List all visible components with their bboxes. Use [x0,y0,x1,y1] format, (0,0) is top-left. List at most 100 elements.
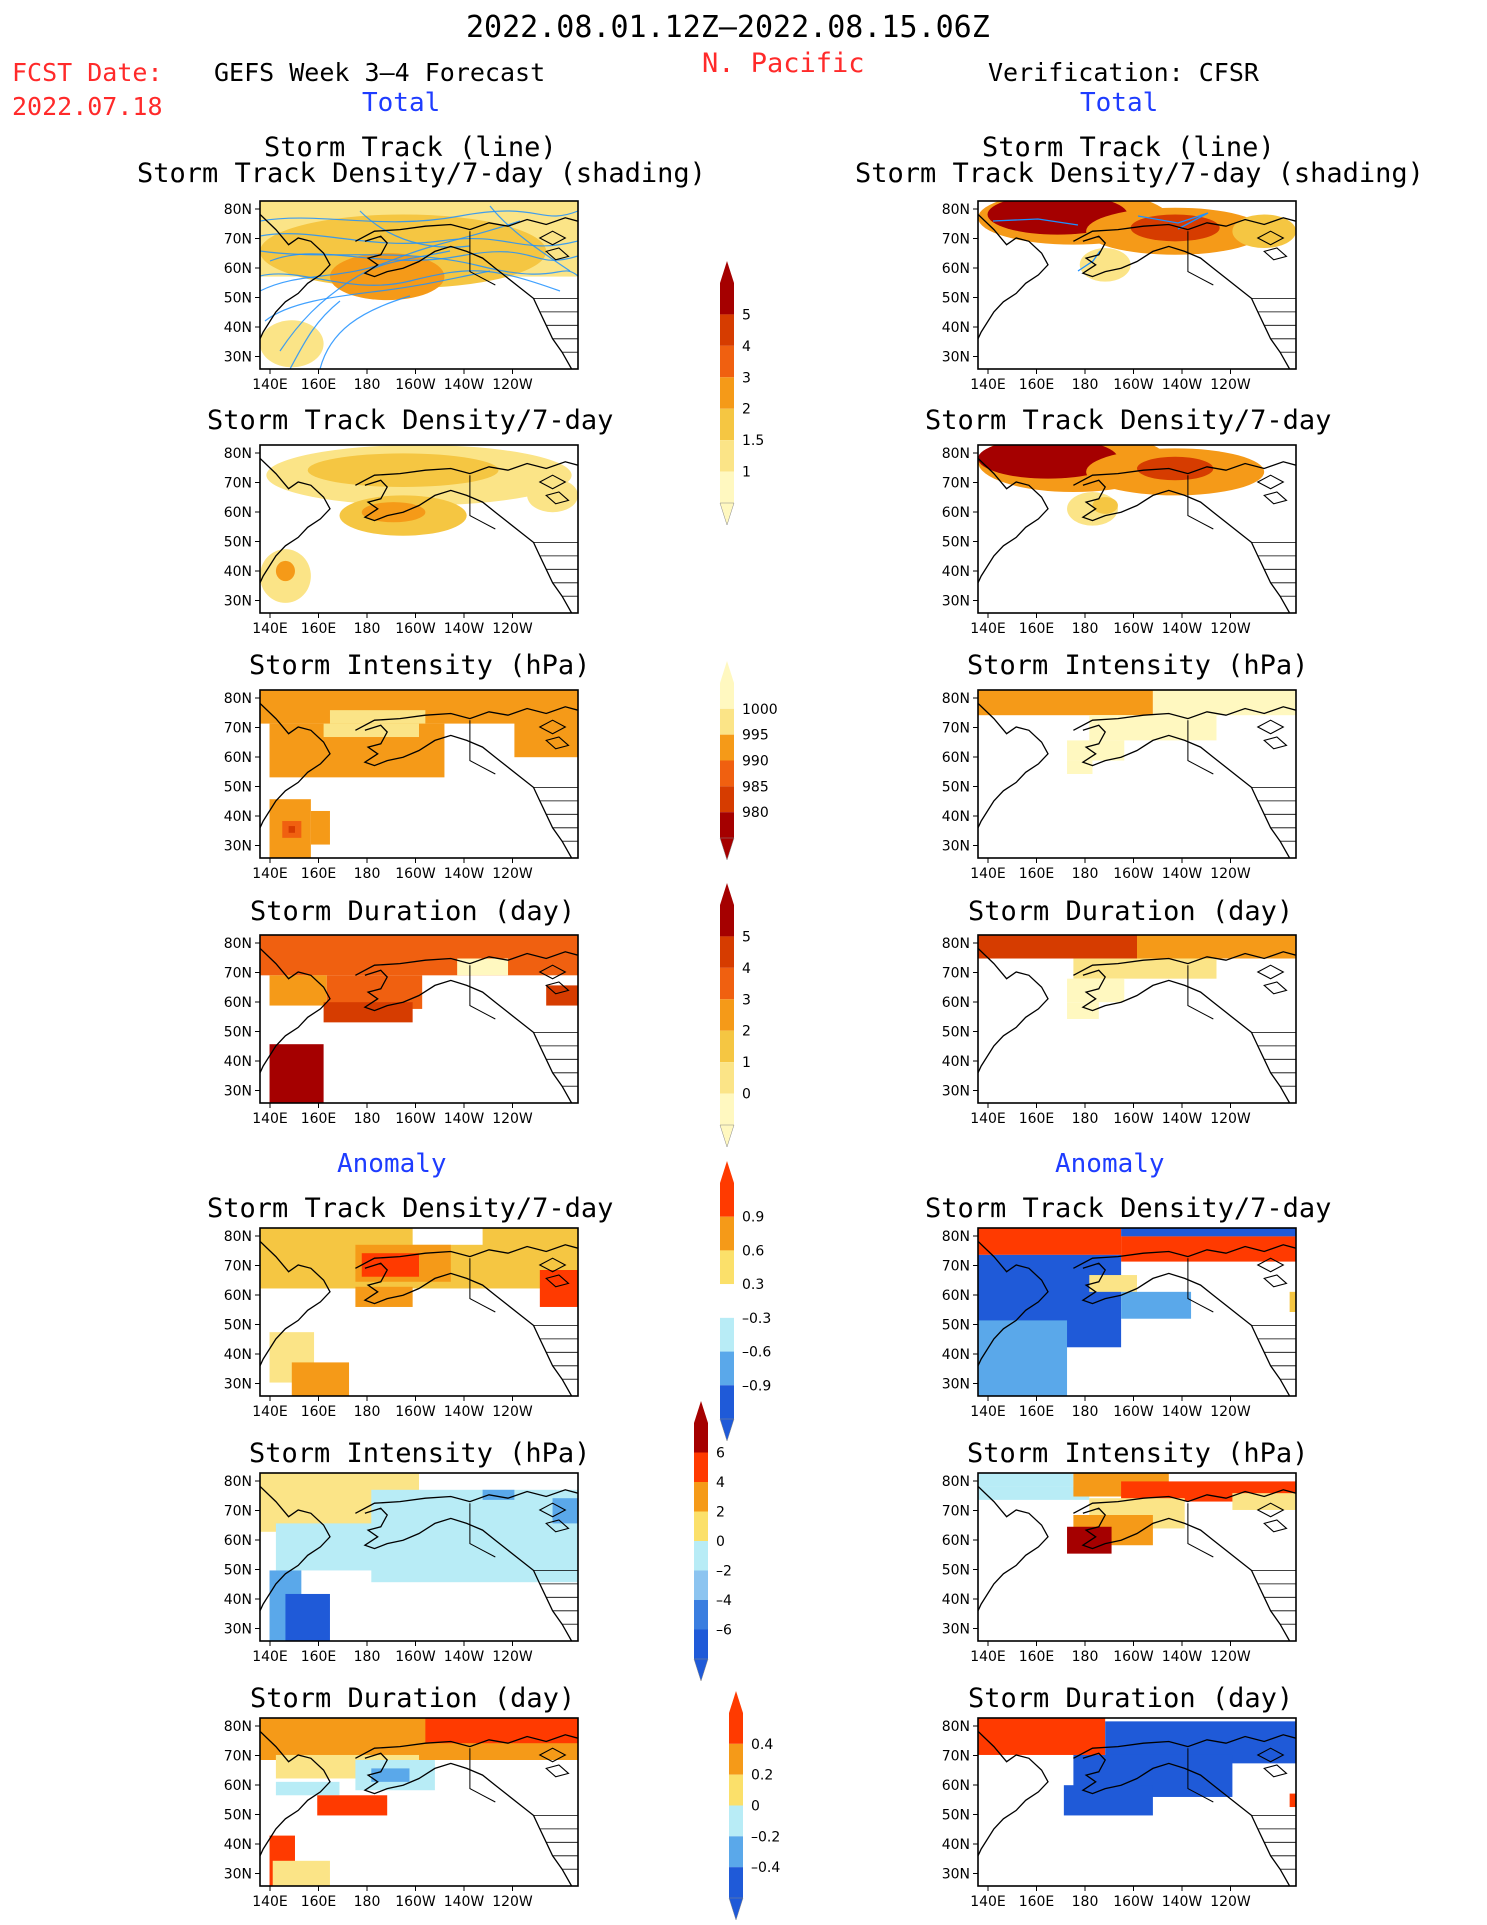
lat-label: 60N [224,505,252,521]
island [1263,1764,1288,1778]
colorbar-segment [720,1030,734,1063]
coastline-alaska [1081,1262,1291,1396]
lon-label: 140W [1162,1111,1203,1127]
lat-label: 40N [942,1347,970,1363]
colorbar-arrow-top [720,883,734,905]
colorbar-segment [694,1511,708,1541]
lat-label: 80N [942,1719,970,1735]
lat-label: 60N [942,750,970,766]
colorbar-label: 5 [742,307,751,323]
colorbar-segment [694,1629,708,1659]
colorbar-label: 995 [742,728,769,744]
lon-label: 180 [1072,377,1099,393]
colorbar-density-anom: 0.9 0.6 0.3 –0.3 –0.6 –0.9 [719,1161,771,1442]
island [1263,981,1288,995]
lat-label: 50N [224,780,252,796]
border-line [469,475,496,530]
lat-label: 70N [942,1749,970,1765]
shade-block [371,1768,410,1782]
shade-block [1063,1785,1153,1816]
colorbar-arrow-bottom [719,502,735,526]
colorbar-arrow-bottom [719,1418,735,1442]
storm-track-line [992,218,1079,226]
colorbar-label: 4 [742,961,751,977]
left-track-shading-title: Storm Track Density/7-day (shading) [137,158,706,189]
lat-label: 50N [224,1318,252,1334]
lat-label: 70N [942,232,970,248]
colorbar-segment [720,345,734,378]
shade-block [1067,978,1125,1003]
lon-label: 140E [970,1649,1006,1665]
colorbar-label: 3 [742,370,751,386]
storm-track-line [289,300,341,369]
colorbar-segment [720,408,734,441]
lat-label: 70N [224,1504,252,1520]
colorbar-arrow-top [729,1691,743,1713]
colorbar-label: 985 [742,779,769,795]
lon-label: 160W [1113,1649,1154,1665]
colorbar-arrow-bottom [719,1124,735,1148]
lon-label: 180 [354,377,381,393]
map-frame [977,1227,1297,1397]
lat-label: 30N [224,1084,252,1100]
island [1256,230,1285,246]
border-line [469,231,496,286]
left-density-title: Storm Track Density/7-day [207,405,614,436]
lon-label: 160W [395,866,436,882]
colorbar-segment [694,1570,708,1600]
lat-label: 60N [942,505,970,521]
lon-label: 180 [1072,1404,1099,1420]
coastline-arctic [355,461,578,486]
shade-block [978,690,1153,716]
coastline-arctic [1073,706,1296,731]
region-label: N. Pacific [702,48,865,79]
colorbar-label: –0.6 [742,1345,771,1361]
lon-label: 140E [252,1404,288,1420]
coastline-alaska [363,1752,573,1886]
colorbar-label: –2 [716,1564,732,1580]
shade-block [457,958,509,976]
shade-block [1067,1002,1099,1019]
lon-label: 120W [492,1649,533,1665]
lon-label: 160E [301,1111,337,1127]
shade-block [260,690,324,702]
lon-label: 180 [1072,1111,1099,1127]
lon-label: 180 [354,1894,381,1910]
lon-label: 160E [1019,866,1055,882]
lon-label: 180 [354,1649,381,1665]
lon-label: 160E [301,1649,337,1665]
lat-label: 80N [224,446,252,462]
lat-label: 80N [224,1229,252,1245]
island [538,230,567,246]
lon-label: 140E [970,1404,1006,1420]
right-anom-duration-title: Storm Duration (day) [968,1683,1294,1714]
colorbar-label: 6 [716,1446,725,1462]
colorbar-segment [720,760,734,787]
island [1256,1502,1285,1518]
lon-label: 140W [1162,1404,1203,1420]
colorbar-label: 0 [742,1087,751,1103]
lat-label: 70N [224,1259,252,1275]
lat-label: 70N [942,1259,970,1275]
lon-label: 140W [444,1649,485,1665]
lon-label: 120W [1210,1894,1251,1910]
colorbar-intensity-total: 1000 995 990 985 980 [719,661,778,861]
lat-label: 30N [942,1377,970,1393]
map-frame [259,200,579,370]
map-frame [977,689,1297,859]
shade-block [978,1228,1122,1255]
shade-contour [361,502,426,523]
left-total-label: Total [362,88,441,118]
map-frame [259,1227,579,1397]
colorbar-segment [720,1062,734,1094]
colorbar-label: –4 [716,1593,732,1609]
lon-label: 160W [1113,621,1154,637]
lat-label: 80N [942,691,970,707]
lon-label: 160W [395,1894,436,1910]
lon-label: 140E [970,866,1006,882]
colorbar-segment [729,1836,743,1868]
map-frame [259,444,579,614]
